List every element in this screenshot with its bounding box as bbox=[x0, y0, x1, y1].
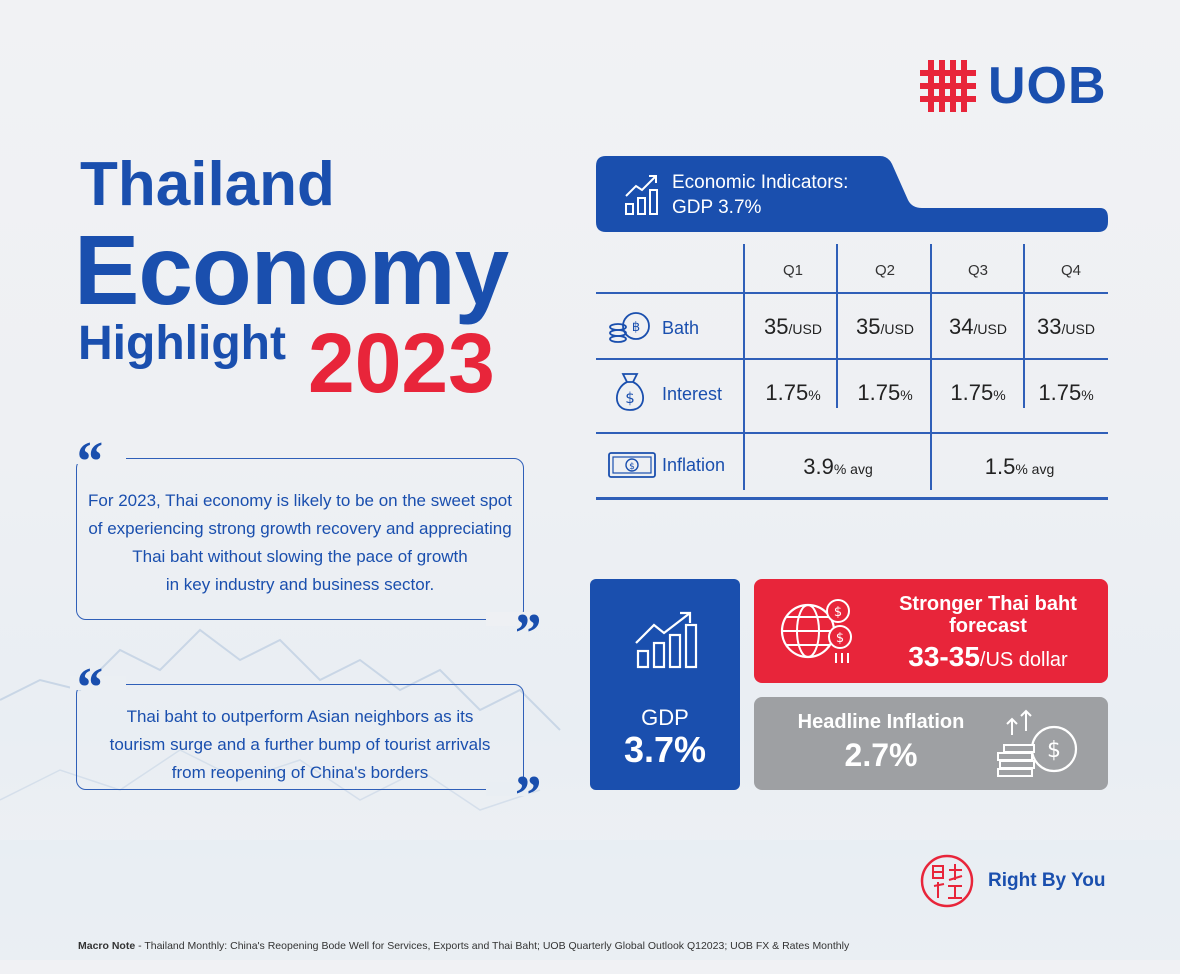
banknote-icon: $ bbox=[608, 452, 656, 478]
interest-q2: 1.75% bbox=[857, 380, 913, 405]
bath-q2: 35/USD bbox=[856, 314, 914, 339]
title-line-1: Thailand bbox=[80, 150, 335, 219]
svg-text:$: $ bbox=[625, 389, 635, 407]
baht-forecast-value: 33-35/US dollar bbox=[908, 641, 1068, 672]
uob-logo-mark-icon bbox=[920, 60, 976, 112]
coin-stack-icon: $ bbox=[997, 709, 1078, 777]
inflation-h2: 1.5% avg bbox=[984, 454, 1055, 479]
uob-seal-icon bbox=[920, 854, 974, 908]
open-quote-icon: “ bbox=[74, 431, 102, 493]
quote-box-2: Thai baht to outperform Asian neighbors … bbox=[76, 684, 524, 790]
baht-forecast-card: $ $ Stronger Thai baht forecast 33-35/US… bbox=[754, 579, 1108, 683]
quote-1-line: For 2023, Thai economy is likely to be o… bbox=[88, 491, 512, 510]
indicators-header-tab bbox=[596, 156, 1108, 232]
bath-q4: 33/USD bbox=[1037, 314, 1095, 339]
quote-border-gap bbox=[70, 450, 126, 464]
table-divider bbox=[1023, 244, 1025, 408]
tagline: Right By You bbox=[988, 870, 1106, 891]
bar-growth-icon bbox=[625, 175, 658, 215]
svg-text:$: $ bbox=[629, 462, 635, 472]
interest-q1: 1.75% bbox=[765, 380, 821, 405]
indicators-title: Economic Indicators: GDP 3.7% bbox=[672, 170, 848, 220]
quote-1-line: of experiencing strong growth recovery a… bbox=[88, 519, 512, 538]
title-year: 2023 bbox=[308, 316, 495, 410]
indicators-title-line-1: Economic Indicators: bbox=[672, 172, 849, 193]
uob-logo: UOB bbox=[920, 60, 1107, 112]
column-header-q2: Q2 bbox=[874, 262, 895, 279]
column-header-q1: Q1 bbox=[782, 262, 803, 279]
right-by-you-brand: Right By You bbox=[920, 854, 1106, 908]
svg-text:$: $ bbox=[1047, 738, 1061, 763]
headline-inflation-title: Headline Inflation bbox=[797, 711, 965, 733]
globe-currency-icon: $ $ bbox=[780, 599, 852, 663]
open-quote-icon: “ bbox=[74, 657, 102, 719]
inflation-h1: 3.9% avg bbox=[803, 454, 873, 479]
gdp-label: GDP bbox=[641, 705, 689, 730]
headline-inflation-value: 2.7% bbox=[844, 737, 918, 773]
quote-border-gap bbox=[70, 676, 126, 690]
gdp-value: 3.7% bbox=[623, 729, 707, 770]
bath-q1: 35/USD bbox=[764, 314, 822, 339]
table-divider bbox=[836, 244, 838, 408]
close-quote-icon: ” bbox=[512, 765, 540, 827]
title-line-2: Economy bbox=[74, 215, 509, 325]
column-header-q3: Q3 bbox=[967, 262, 988, 279]
quote-2-line: tourism surge and a further bump of tour… bbox=[109, 735, 491, 754]
column-header-q4: Q4 bbox=[1060, 262, 1081, 279]
baht-forecast-title-line-2: forecast bbox=[949, 615, 1027, 637]
table-divider bbox=[743, 244, 745, 490]
indicators-title-line-2: GDP 3.7% bbox=[672, 197, 762, 218]
quote-2-line: Thai baht to outperform Asian neighbors … bbox=[126, 707, 474, 726]
money-bag-icon: $ bbox=[615, 373, 645, 411]
title-line-3: Highlight bbox=[78, 317, 286, 370]
interest-q3: 1.75% bbox=[950, 380, 1006, 405]
quote-2-line: from reopening of China's borders bbox=[171, 763, 429, 782]
svg-text:฿: ฿ bbox=[632, 320, 640, 335]
quote-border-gap bbox=[486, 782, 532, 796]
table-row-divider bbox=[596, 358, 1108, 360]
table-row-divider bbox=[596, 432, 1108, 434]
quote-box-1: For 2023, Thai economy is likely to be o… bbox=[76, 458, 524, 620]
close-quote-icon: ” bbox=[512, 603, 540, 665]
row-label-bath: Bath bbox=[662, 318, 700, 338]
svg-text:$: $ bbox=[834, 605, 842, 620]
row-label-inflation: Inflation bbox=[662, 455, 726, 475]
table-row-divider bbox=[596, 292, 1108, 294]
row-label-interest: Interest bbox=[662, 384, 723, 404]
footnote: Macro Note - Thailand Monthly: China's R… bbox=[78, 940, 850, 952]
table-divider bbox=[930, 244, 932, 490]
table-bottom-rule bbox=[596, 497, 1108, 500]
coins-icon: ฿ bbox=[609, 312, 650, 343]
growth-chart-icon bbox=[635, 611, 698, 669]
quote-1-line: in key industry and business sector. bbox=[165, 575, 435, 594]
gdp-card: GDP 3.7% bbox=[590, 579, 740, 790]
headline-inflation-card: Headline Inflation 2.7% $ bbox=[754, 697, 1108, 790]
bath-q3: 34/USD bbox=[949, 314, 1007, 339]
interest-q4: 1.75% bbox=[1038, 380, 1094, 405]
baht-forecast-title: Stronger Thai baht forecast bbox=[880, 593, 1096, 637]
quote-border-gap bbox=[486, 612, 532, 626]
svg-text:$: $ bbox=[836, 631, 844, 646]
quote-1-line: Thai baht without slowing the pace of gr… bbox=[132, 547, 468, 566]
baht-forecast-title-line-1: Stronger Thai baht bbox=[899, 593, 1077, 615]
logo-text: UOB bbox=[988, 57, 1107, 115]
